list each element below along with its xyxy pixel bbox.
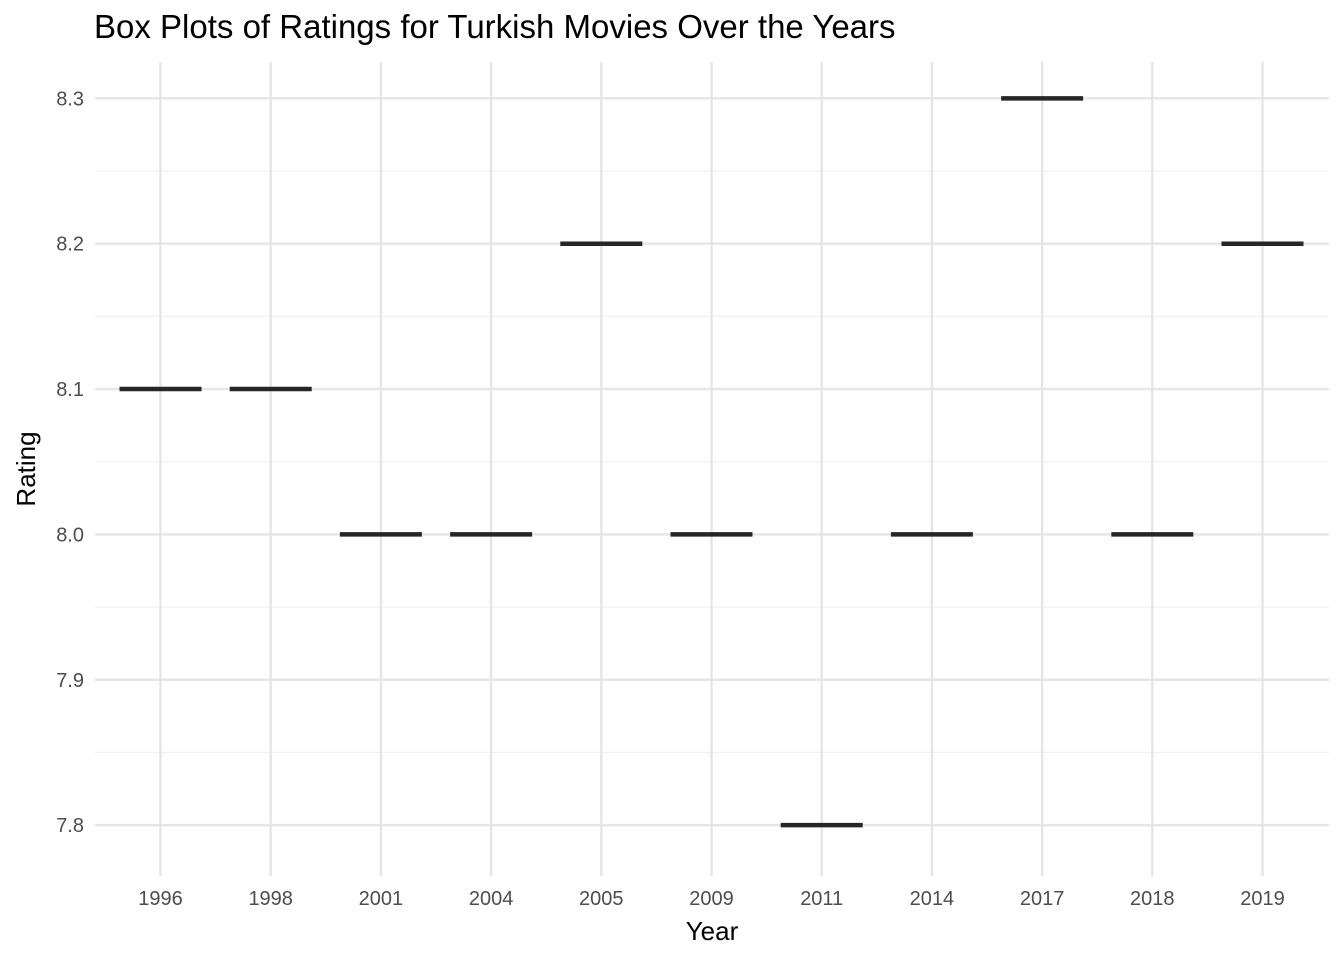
x-tick-label: 2019	[1240, 888, 1285, 910]
x-tick-label: 2005	[579, 888, 624, 910]
x-tick-label: 2001	[359, 888, 404, 910]
x-tick-label: 2009	[689, 888, 734, 910]
x-tick-label: 2011	[800, 888, 843, 910]
x-axis-title: Year	[686, 916, 739, 946]
y-axis-title: Rating	[11, 431, 41, 506]
y-tick-label: 8.0	[56, 524, 84, 546]
x-tick-label: 1996	[138, 888, 183, 910]
y-axis-ticks: 7.8 7.9 8.0 8.1 8.2 8.3	[56, 88, 84, 837]
x-tick-label: 1998	[248, 888, 293, 910]
x-axis-ticks: 1996 1998 2001 2004 2005 2009 2011 2014 2017 2018…	[138, 888, 1285, 910]
y-tick-label: 8.2	[56, 234, 84, 256]
x-tick-label: 2014	[910, 888, 955, 910]
box-series	[119, 96, 1304, 828]
major-grid	[95, 62, 1329, 876]
x-tick-label: 2004	[469, 888, 514, 910]
x-tick-label: 2018	[1130, 888, 1175, 910]
y-tick-label: 8.3	[56, 88, 84, 110]
y-tick-label: 7.8	[56, 815, 84, 837]
y-tick-label: 8.1	[56, 379, 84, 401]
x-tick-label: 2017	[1020, 888, 1065, 910]
chart-title: Box Plots of Ratings for Turkish Movies …	[94, 8, 896, 45]
y-tick-label: 7.9	[56, 670, 84, 692]
